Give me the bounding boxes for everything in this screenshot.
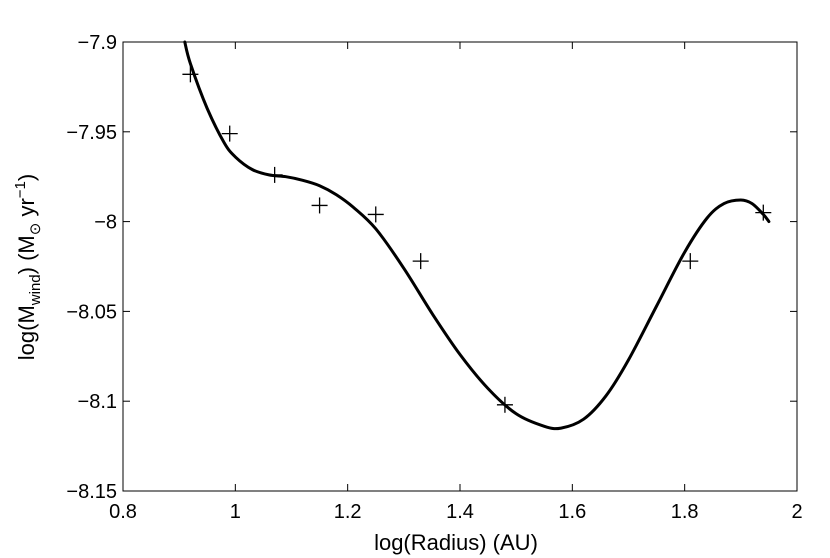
data-point-marker bbox=[496, 396, 513, 413]
y-axis-ticks: −7.9 −7.95 −8 −8.05 −8.1 −8.15 bbox=[66, 32, 797, 503]
y-axis-label-prefix: log(M bbox=[14, 305, 39, 360]
x-axis-ticks: 0.8 1 1.2 1.4 1.6 1.8 2 bbox=[109, 42, 803, 523]
y-tick-label: −7.95 bbox=[66, 122, 117, 144]
plot-area: 0.8 1 1.2 1.4 1.6 1.8 2 −7.9 −7.95 −8 −8.05 −8.1 −8… bbox=[66, 32, 802, 523]
x-tick-label: 2 bbox=[791, 501, 802, 523]
x-tick-label: 1.6 bbox=[558, 501, 586, 523]
y-axis-label: log(Mwind) (M⊙ yr−1) bbox=[12, 174, 44, 360]
data-point-marker bbox=[182, 66, 199, 83]
y-tick-label: −8.05 bbox=[66, 301, 117, 323]
data-point-marker bbox=[755, 204, 772, 221]
x-tick-label: 1 bbox=[230, 501, 241, 523]
data-point-marker bbox=[311, 197, 328, 214]
data-point-marker bbox=[367, 206, 384, 223]
series-layer bbox=[182, 40, 772, 431]
x-tick-label: 1.8 bbox=[671, 501, 699, 523]
y-axis-label-suffix: ) bbox=[14, 174, 39, 181]
y-axis-label-unit: yr bbox=[14, 198, 39, 222]
data-point-marker bbox=[682, 253, 699, 270]
y-axis-label-middle: ) (M bbox=[14, 235, 39, 274]
data-point-marker bbox=[221, 125, 238, 142]
y-tick-label: −8 bbox=[94, 212, 117, 234]
x-tick-label: 0.8 bbox=[109, 501, 137, 523]
y-axis-label-subscript-sun: ⊙ bbox=[27, 223, 44, 236]
x-axis-label: log(Radius) (AU) bbox=[374, 530, 538, 555]
x-tick-label: 1.2 bbox=[334, 501, 362, 523]
y-axis-label-superscript: −1 bbox=[12, 181, 29, 198]
y-tick-label: −8.1 bbox=[78, 391, 117, 413]
data-point-marker bbox=[412, 253, 429, 270]
y-tick-label: −8.15 bbox=[66, 481, 117, 503]
y-axis-label-subscript-wind: wind bbox=[27, 274, 44, 306]
y-tick-label: −7.9 bbox=[78, 32, 117, 54]
data-point-marker bbox=[266, 166, 283, 183]
x-tick-label: 1.4 bbox=[446, 501, 474, 523]
fit-curve-line bbox=[183, 40, 771, 431]
